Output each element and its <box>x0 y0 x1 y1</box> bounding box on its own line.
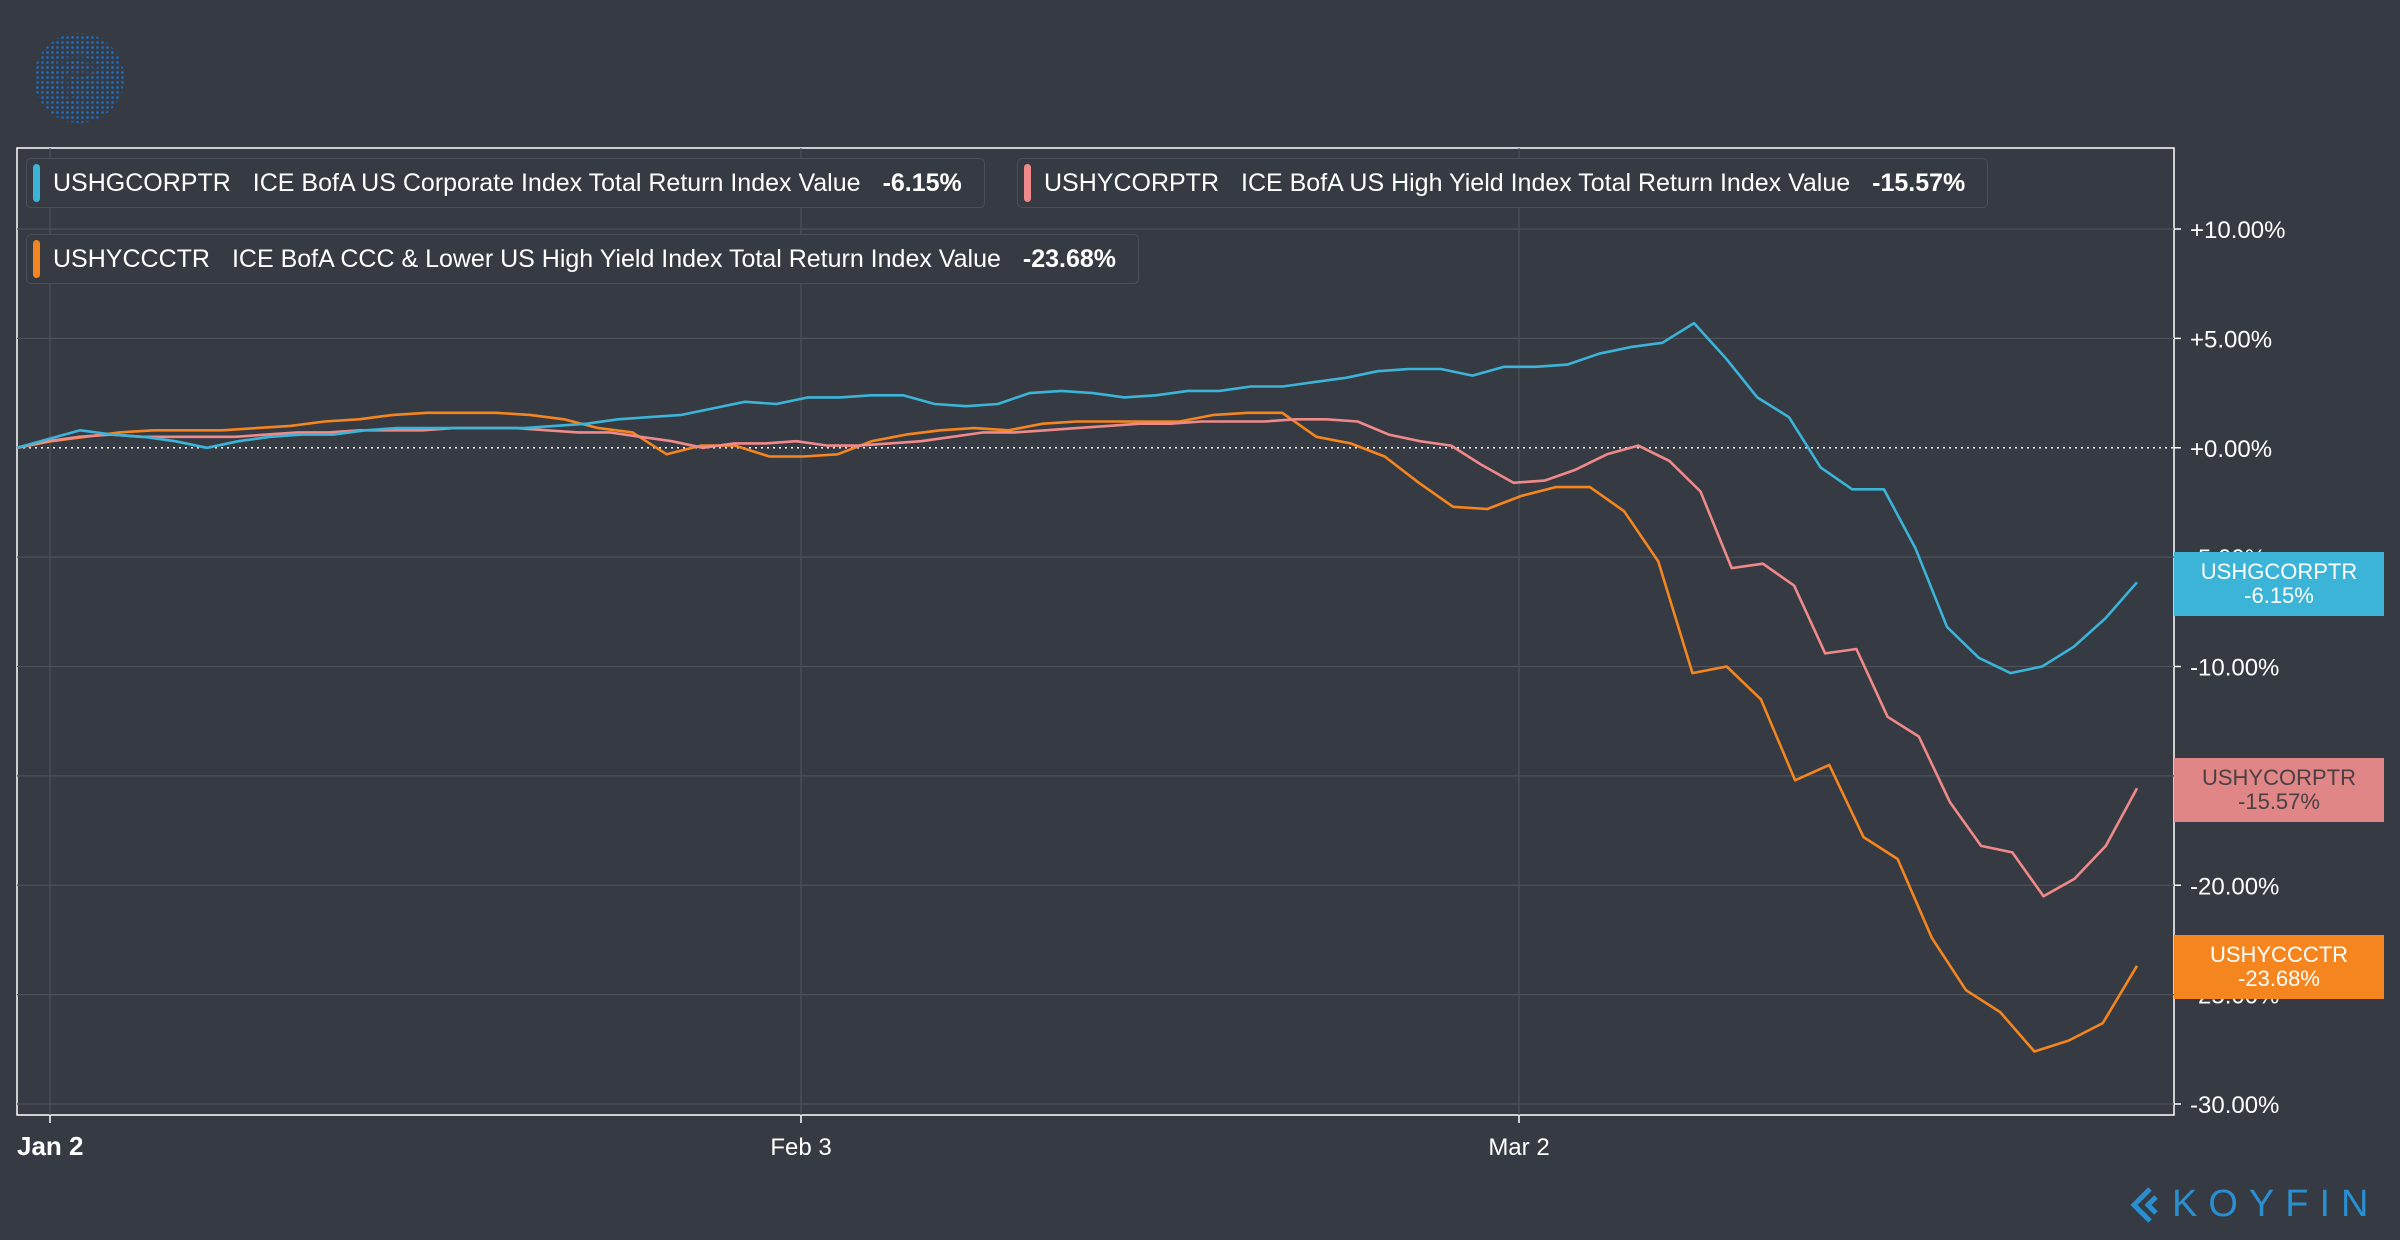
series-line-ushycorptr <box>16 417 2139 898</box>
legend-series-name: ICE BofA CCC & Lower US High Yield Index… <box>231 244 1001 273</box>
koyfin-chevron-icon <box>2130 1186 2158 1223</box>
plot-area <box>16 147 2175 1116</box>
y-tick-label: +10.00% <box>2190 217 2285 244</box>
end-label-value: -23.68% <box>2238 966 2320 991</box>
series-color-swatch <box>33 240 40 278</box>
y-tick-label: +0.00% <box>2190 436 2272 463</box>
end-label-ticker: USHGCORPTR <box>2200 559 2358 584</box>
end-label-ticker: USHYCCCTR <box>2209 942 2349 967</box>
series-line-ushyccctr <box>16 411 2139 1053</box>
end-label-ticker: USHYCORPTR <box>2201 765 2356 790</box>
y-tick-label: -10.00% <box>2190 655 2279 682</box>
series-line-ushgcorptr <box>16 321 2138 675</box>
globe-dot-watermark-icon <box>34 33 124 123</box>
end-label-value: -15.57% <box>2238 789 2320 814</box>
end-label-ushgcorptr: USHGCORPTR -6.15% <box>2174 552 2384 616</box>
x-tick-label: Jan 2 <box>17 1131 84 1161</box>
x-tick-label: Mar 2 <box>1488 1134 1549 1161</box>
legend-series-name: ICE BofA US High Yield Index Total Retur… <box>1241 168 1851 197</box>
legend-change-value: -6.15% <box>882 168 962 197</box>
end-label-ushyccctr: USHYCCCTR -23.68% <box>2174 935 2384 999</box>
end-label-value: -6.15% <box>2244 583 2314 608</box>
legend-ticker: USHYCORPTR <box>1044 168 1220 197</box>
legend-series-name: ICE BofA US Corporate Index Total Return… <box>252 168 861 197</box>
legend-change-value: -15.57% <box>1872 168 1966 197</box>
y-tick-label: -30.00% <box>2190 1092 2279 1119</box>
legend-item-ushycorptr[interactable]: USHYCORPTR ICE BofA US High Yield Index … <box>1017 158 1989 208</box>
series-color-swatch <box>33 164 40 202</box>
y-tick-label: -20.00% <box>2190 873 2279 900</box>
series-color-swatch <box>1024 164 1031 202</box>
x-tick-label: Feb 3 <box>770 1134 831 1161</box>
legend-ticker: USHGCORPTR <box>53 168 231 197</box>
brand-text: KOYFIN <box>2172 1183 2380 1225</box>
y-tick-label: +5.00% <box>2190 326 2272 353</box>
legend-item-ushgcorptr[interactable]: USHGCORPTR ICE BofA US Corporate Index T… <box>26 158 985 208</box>
legend-item-ushyccctr[interactable]: USHYCCCTR ICE BofA CCC & Lower US High Y… <box>26 234 1139 284</box>
koyfin-brand: KOYFIN <box>2126 1183 2379 1226</box>
legend-change-value: -23.68% <box>1022 244 1116 273</box>
legend-ticker: USHYCCCTR <box>53 244 210 273</box>
end-label-ushycorptr: USHYCORPTR -15.57% <box>2174 758 2384 822</box>
